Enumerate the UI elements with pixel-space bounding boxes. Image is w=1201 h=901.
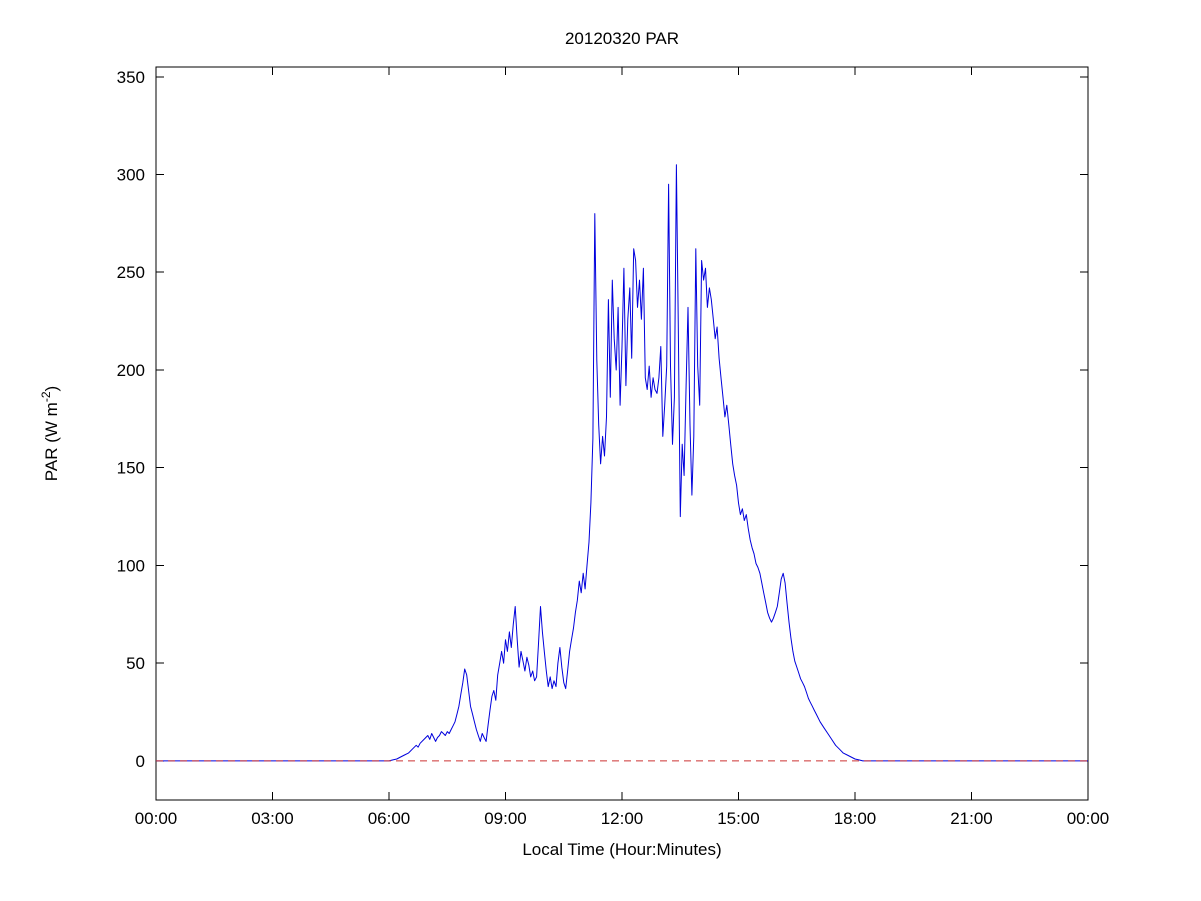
x-tick-label: 03:00 [251, 809, 294, 828]
x-tick-label: 15:00 [717, 809, 760, 828]
chart-title: 20120320 PAR [565, 29, 679, 48]
y-tick-label: 300 [117, 166, 145, 185]
par-series-line [156, 164, 1088, 762]
x-tick-label: 06:00 [368, 809, 411, 828]
x-tick-label: 18:00 [834, 809, 877, 828]
x-tick-label: 00:00 [135, 809, 178, 828]
y-axis-label: PAR (W m-2) [39, 386, 61, 481]
x-tick-label: 00:00 [1067, 809, 1110, 828]
y-tick-label: 150 [117, 459, 145, 478]
y-tick-label: 250 [117, 263, 145, 282]
y-tick-label: 0 [136, 752, 145, 771]
x-axis-label: Local Time (Hour:Minutes) [522, 840, 721, 859]
x-tick-label: 09:00 [484, 809, 527, 828]
y-tick-label: 200 [117, 361, 145, 380]
x-tick-label: 12:00 [601, 809, 644, 828]
y-tick-label: 350 [117, 68, 145, 87]
plot-box [155, 66, 1089, 801]
x-tick-label: 21:00 [950, 809, 993, 828]
y-tick-label: 100 [117, 556, 145, 575]
y-tick-label: 50 [126, 654, 145, 673]
